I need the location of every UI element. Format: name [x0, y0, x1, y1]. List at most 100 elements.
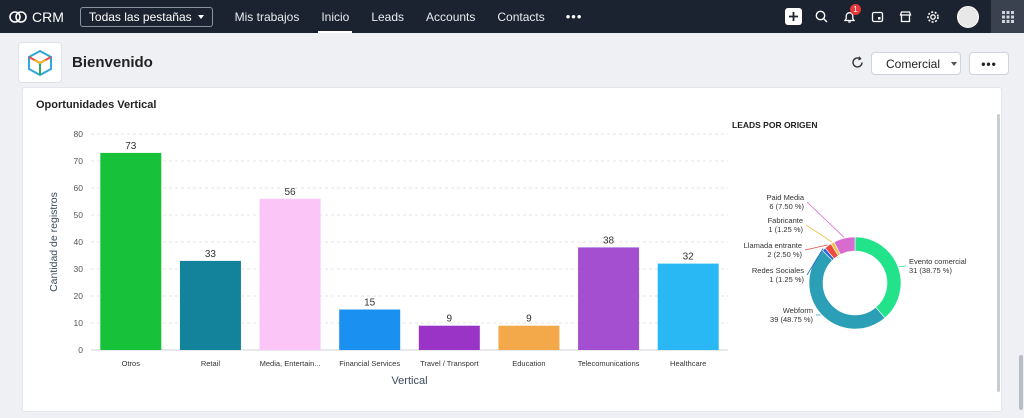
settings-button[interactable] [919, 0, 947, 33]
crm-logo-icon [9, 10, 27, 23]
bell-icon [843, 11, 855, 23]
store-icon [899, 11, 911, 23]
page-scrollbar[interactable] [1019, 355, 1023, 410]
bar [418, 325, 480, 350]
x-tick-label: Telecomunications [578, 359, 640, 368]
donut-legend-name: Evento comercial [909, 257, 967, 266]
donut-slice [808, 250, 886, 330]
nav-more-button[interactable]: ••• [565, 9, 583, 24]
apps-menu-button[interactable] [991, 0, 1024, 33]
x-tick-label: Education [512, 359, 545, 368]
app-name: CRM [32, 8, 64, 25]
donut-legend-value: 2 (2.50 %) [767, 250, 802, 259]
x-tick-label: Otros [122, 359, 141, 368]
bar-value-label: 9 [526, 314, 532, 325]
main-nav: Mis trabajos Inicio Leads Accounts Conta… [224, 0, 593, 33]
nav-item-contacts[interactable]: Contacts [497, 9, 545, 24]
chevron-down-icon [197, 14, 204, 19]
leader-line [899, 265, 907, 268]
bar [259, 198, 321, 350]
y-tick-label: 70 [74, 156, 84, 166]
bar-value-label: 32 [683, 252, 695, 263]
x-tick-label: Financial Services [339, 359, 400, 368]
x-tick-label: Retail [201, 359, 221, 368]
search-button[interactable] [807, 0, 835, 33]
user-avatar[interactable] [957, 5, 979, 28]
company-logo [18, 42, 62, 83]
y-tick-label: 60 [74, 183, 84, 193]
bar [657, 263, 719, 350]
create-button[interactable] [779, 0, 807, 33]
donut-legend-value: 1 (1.25 %) [769, 275, 804, 284]
donut-chart-title: LEADS POR ORIGEN [732, 120, 817, 130]
calendar-icon [871, 11, 883, 23]
leader-line [806, 201, 845, 238]
donut-legend-name: Webform [783, 306, 813, 315]
y-tick-label: 0 [78, 345, 83, 355]
topbar-actions: 1 [779, 0, 1024, 33]
card-title: Oportunidades Vertical [36, 99, 157, 111]
x-tick-label: Healthcare [670, 359, 706, 368]
bar [100, 152, 162, 350]
crm-logo[interactable]: CRM [8, 9, 64, 25]
nav-item-leads[interactable]: Leads [371, 9, 405, 24]
dashboard-card: Oportunidades Vertical 0 10 20 30 40 50 60 70 80… [22, 87, 1002, 412]
donut-legend-name: Redes Sociales [752, 266, 804, 275]
refresh-icon [852, 56, 863, 68]
view-dropdown-label: Comercial [886, 56, 941, 71]
all-tabs-dropdown-label: Todas las pestañas [88, 9, 192, 24]
y-tick-label: 80 [74, 129, 84, 139]
bar-value-label: 15 [364, 298, 376, 309]
bar-value-label: 73 [125, 141, 137, 152]
bar-value-label: 33 [205, 249, 217, 260]
donut-slice [833, 236, 856, 255]
donut-legend-value: 31 (38.75 %) [909, 266, 952, 275]
bar [339, 309, 401, 350]
more-options-button[interactable]: ••• [969, 52, 1009, 75]
bar [578, 247, 640, 350]
view-dropdown[interactable]: Comercial [871, 52, 961, 75]
leader-line [805, 224, 833, 243]
all-tabs-dropdown[interactable]: Todas las pestañas [79, 6, 213, 27]
y-tick-label: 50 [74, 210, 84, 220]
y-tick-label: 20 [74, 291, 84, 301]
bar-value-label: 38 [603, 235, 615, 246]
calendar-button[interactable] [863, 0, 891, 33]
donut-legend-value: 39 (48.75 %) [770, 315, 813, 324]
card-scrollbar[interactable] [997, 114, 1000, 392]
nav-item-accounts[interactable]: Accounts [426, 9, 476, 24]
y-tick-label: 30 [74, 264, 84, 274]
bar-value-label: 9 [447, 314, 453, 325]
search-icon [815, 10, 827, 23]
donut-legend-name: Fabricante [768, 216, 803, 225]
notifications-button[interactable]: 1 [835, 0, 863, 33]
y-tick-label: 40 [74, 237, 84, 247]
refresh-button[interactable] [851, 56, 864, 73]
page-title: Bienvenido [72, 54, 153, 71]
welcome-header: Bienvenido Comercial ••• [0, 33, 1024, 87]
marketplace-button[interactable] [891, 0, 919, 33]
nav-item-inicio[interactable]: Inicio [310, 0, 360, 33]
donut-legend-value: 6 (7.50 %) [769, 202, 804, 211]
donut-legend-name: Llamada entrante [744, 241, 802, 250]
nav-item-mis-trabajos[interactable]: Mis trabajos [234, 9, 300, 24]
leader-line [806, 248, 824, 276]
bar [179, 260, 241, 350]
grid-icon [1001, 10, 1014, 23]
y-axis-label: Cantidad de registros [48, 192, 60, 292]
top-navigation-bar: CRM Todas las pestañas Mis trabajos Inic… [0, 0, 1024, 33]
cube-logo-icon [28, 49, 52, 76]
y-tick-label: 10 [74, 318, 84, 328]
plus-icon [784, 8, 802, 25]
donut-slice [854, 236, 902, 319]
bar [498, 325, 560, 350]
notification-badge: 1 [850, 4, 861, 15]
donut-legend-value: 1 (1.25 %) [768, 225, 803, 234]
x-axis-label: Vertical [391, 375, 427, 387]
x-tick-label: Travel / Transport [420, 359, 479, 368]
bar-value-label: 56 [285, 187, 297, 198]
gear-icon [927, 10, 939, 23]
donut-legend-name: Paid Media [766, 193, 804, 202]
charts-canvas: 0 10 20 30 40 50 60 70 80 73 Otros 33 Retail 56 Media,… [48, 120, 967, 387]
leader-line [804, 244, 828, 251]
